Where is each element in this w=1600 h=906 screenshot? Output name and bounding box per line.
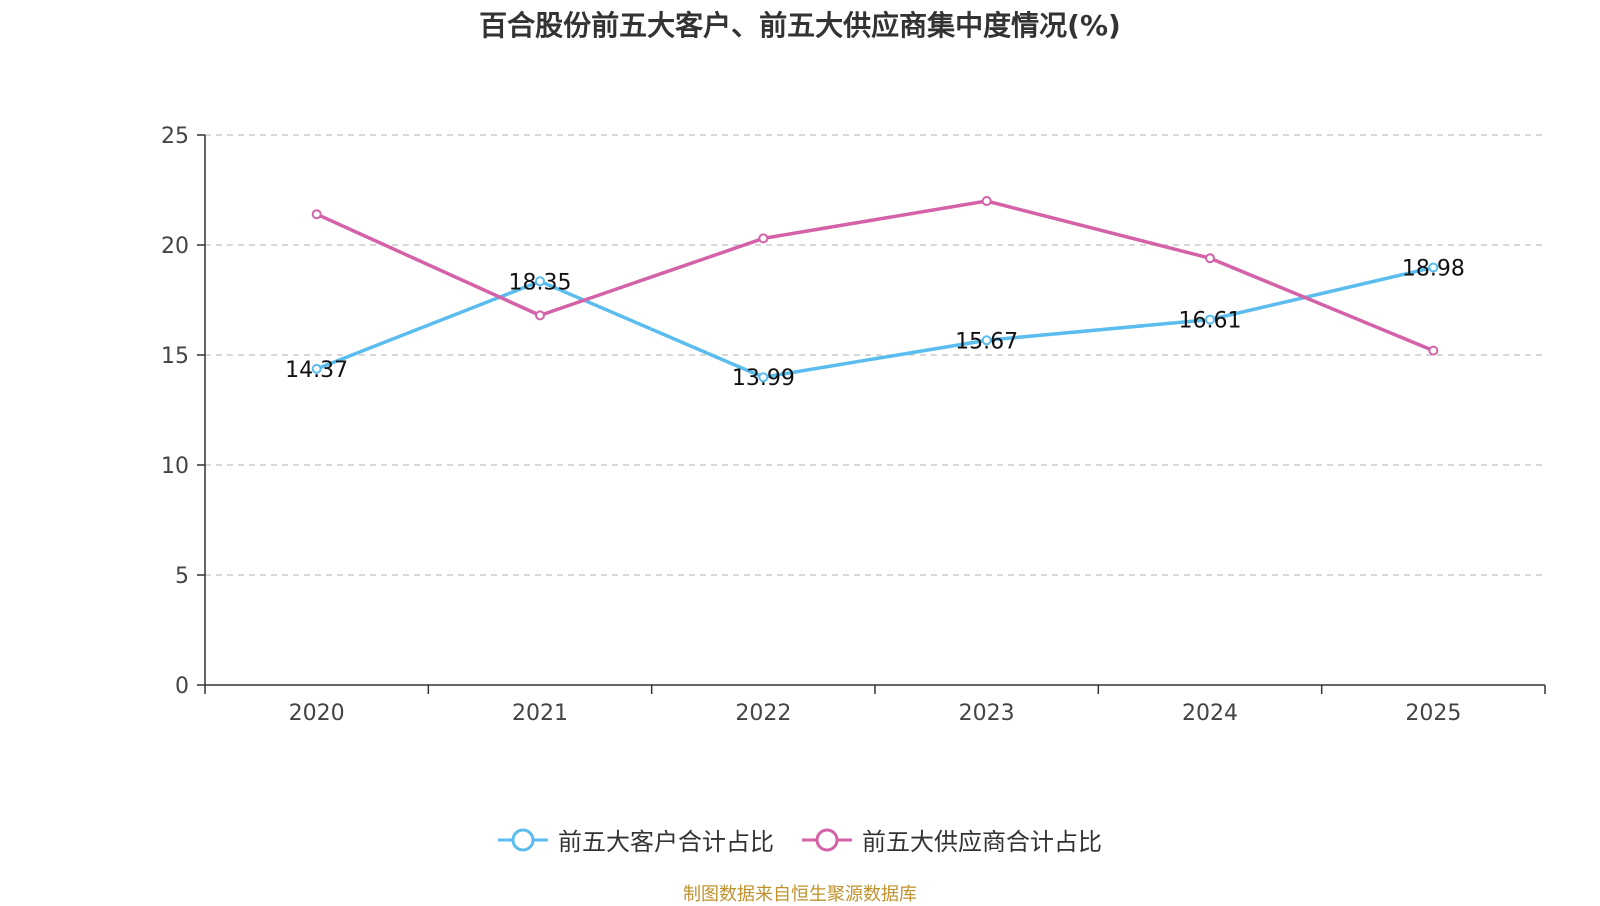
series-0-label-2021: 18.35 bbox=[509, 270, 572, 295]
series-0-point-2020[interactable] bbox=[311, 363, 322, 374]
series-1-point-2025[interactable] bbox=[1428, 345, 1439, 356]
x-tick-label-2024: 2024 bbox=[1182, 701, 1238, 726]
y-tick-label-15: 15 bbox=[161, 344, 189, 369]
series-0-point-2022[interactable] bbox=[758, 372, 769, 383]
x-tick-label-2025: 2025 bbox=[1405, 701, 1461, 726]
y-tick-label-20: 20 bbox=[161, 234, 189, 259]
series-0-label-2022: 13.99 bbox=[732, 366, 795, 391]
y-tick-label-25: 25 bbox=[161, 124, 189, 149]
legend: 前五大客户合计占比 前五大供应商合计占比 bbox=[0, 822, 1600, 857]
series-0-point-2024[interactable] bbox=[1205, 314, 1215, 325]
x-tick-label-2021: 2021 bbox=[512, 701, 568, 726]
series-0-label-2020: 14.37 bbox=[285, 358, 348, 383]
grid-lines bbox=[205, 134, 1545, 576]
y-tick-label-5: 5 bbox=[175, 564, 189, 589]
series-line-1 bbox=[315, 199, 1435, 353]
series-lines bbox=[311, 196, 1439, 383]
x-tick-label-2023: 2023 bbox=[959, 701, 1015, 726]
chart-title: 百合股份前五大客户、前五大供应商集中度情况(%) bbox=[479, 9, 1121, 42]
series-1-point-2024[interactable] bbox=[1205, 253, 1215, 264]
series-1-point-2023[interactable] bbox=[981, 196, 992, 206]
series-line-0 bbox=[316, 265, 1434, 379]
source-footer: 制图数据来自恒生聚源数据库 bbox=[683, 884, 917, 905]
legend-suppliers-icon bbox=[802, 828, 852, 851]
series-0-point-2021[interactable] bbox=[535, 276, 545, 287]
series-0-label-2023: 15.67 bbox=[955, 329, 1018, 354]
y-tick-label-10: 10 bbox=[161, 454, 189, 479]
legend-item-customers[interactable]: 前五大客户合计占比 bbox=[498, 822, 774, 857]
x-tick-label-2022: 2022 bbox=[735, 701, 791, 726]
series-0-point-2025[interactable] bbox=[1428, 262, 1439, 273]
series-0-point-2023[interactable] bbox=[981, 335, 992, 346]
legend-customers-icon bbox=[498, 828, 548, 851]
legend-item-suppliers[interactable]: 前五大供应商合计占比 bbox=[802, 822, 1102, 857]
x-tick-label-2020: 2020 bbox=[289, 701, 345, 726]
series-0-label-2025: 18.98 bbox=[1402, 256, 1465, 281]
data-labels: 14.37 18.35 13.99 15.67 16.61 18.98 bbox=[285, 256, 1465, 391]
legend-customers-label: 前五大客户合计占比 bbox=[558, 828, 774, 856]
series-1-point-2021[interactable] bbox=[535, 310, 545, 321]
series-0-label-2024: 16.61 bbox=[1179, 309, 1242, 334]
series-1-point-2022[interactable] bbox=[758, 233, 769, 244]
y-tick-label-0: 0 bbox=[175, 674, 189, 699]
series-1-point-2020[interactable] bbox=[311, 209, 322, 220]
legend-suppliers-label: 前五大供应商合计占比 bbox=[862, 828, 1102, 856]
